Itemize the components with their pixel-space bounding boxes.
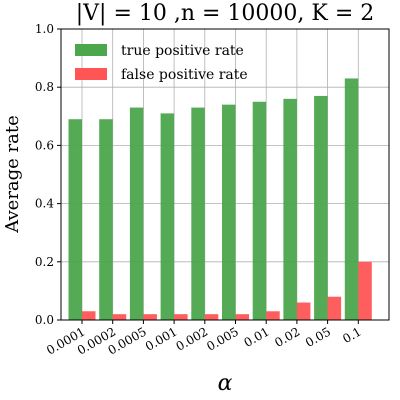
bar-true-positive: [129, 107, 144, 320]
y-tick-label: 0.0: [35, 313, 54, 327]
y-tick-label: 0.6: [35, 138, 54, 152]
bar-false-positive: [143, 314, 157, 320]
x-tick-label: 0.002: [174, 324, 211, 353]
x-axis-label: α: [218, 371, 233, 396]
x-tick-label: 0.01: [242, 324, 272, 349]
bar-true-positive: [344, 78, 359, 320]
legend-label: false positive rate: [121, 67, 248, 83]
bar-false-positive: [204, 314, 219, 320]
bar-false-positive: [174, 314, 188, 320]
legend-swatch: [75, 44, 107, 56]
bar-true-positive: [314, 95, 328, 321]
bar-false-positive: [327, 296, 342, 320]
y-tick-label: 0.8: [35, 80, 54, 94]
x-tick-label: 0.001: [143, 324, 180, 353]
y-tick-label: 1.0: [35, 22, 54, 36]
bar-false-positive: [358, 261, 372, 320]
bar-false-positive: [266, 311, 280, 320]
x-tick-label: 0.1: [340, 324, 364, 346]
y-tick-label: 0.4: [35, 197, 54, 211]
x-tick-label: 0.005: [204, 324, 241, 353]
bar-false-positive: [296, 302, 311, 320]
bar-true-positive: [160, 113, 175, 320]
legend-label: true positive rate: [121, 43, 244, 59]
x-tick-label: 0.05: [303, 324, 333, 349]
x-tick-label: 0.02: [272, 324, 302, 349]
bar-true-positive: [283, 98, 297, 320]
bar-false-positive: [82, 311, 96, 320]
y-tick-label: 0.2: [35, 255, 54, 269]
y-axis-ticks: 0.0 0.2 0.4 0.6 0.8 1.0: [35, 22, 61, 327]
bar-false-positive: [235, 314, 249, 320]
bar-true-positive: [99, 119, 113, 321]
plot-frame: [60, 28, 390, 321]
chart-title: |V| = 10 ,n = 10000, K = 2: [76, 1, 375, 26]
bar-true-positive: [68, 119, 82, 321]
bar-false-positive: [112, 314, 127, 320]
bars: [68, 78, 372, 321]
bar-true-positive: [252, 101, 267, 320]
bar-true-positive: [191, 107, 205, 320]
legend: true positive rate false positive rate: [75, 43, 248, 83]
bar-true-positive: [222, 104, 236, 320]
legend-swatch: [75, 68, 107, 80]
y-axis-label: Average rate: [2, 115, 23, 234]
